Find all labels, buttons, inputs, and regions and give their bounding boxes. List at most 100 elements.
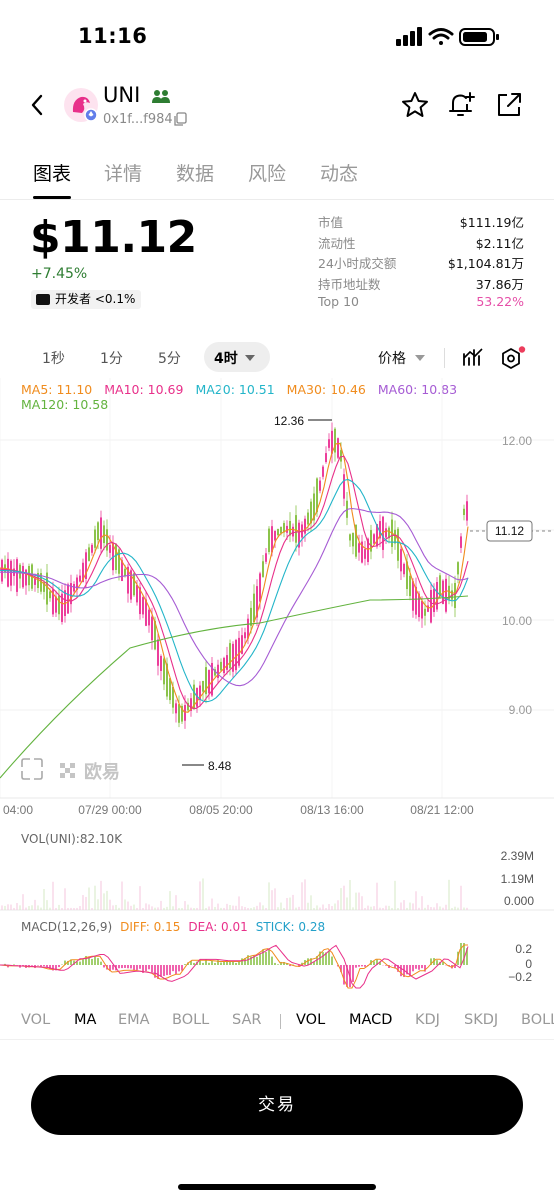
- stat-label: Top 10: [318, 294, 359, 309]
- candle-body: [217, 664, 219, 678]
- indicator-vol-sub[interactable]: VOL: [296, 1012, 326, 1028]
- macd-bar: [394, 965, 396, 969]
- volume-bar: [466, 907, 468, 910]
- macd-bar: [412, 965, 414, 972]
- volume-bar: [79, 906, 81, 910]
- indicator-ema[interactable]: EMA: [118, 1012, 150, 1028]
- candle-body: [178, 704, 180, 723]
- volume-bar: [100, 880, 102, 910]
- volume-bar: [37, 905, 39, 910]
- volume-bar: [319, 907, 321, 910]
- price-candles: [1, 422, 468, 729]
- volume-bar: [457, 907, 459, 910]
- x-tick-4: 08/21 12:00: [410, 803, 474, 817]
- macd-bar: [316, 956, 318, 965]
- star-icon[interactable]: [400, 90, 430, 120]
- macd-bar: [205, 959, 207, 965]
- candle-body: [340, 450, 342, 462]
- macd-bar: [280, 961, 282, 965]
- volume-bar: [415, 891, 417, 910]
- volume-bar: [349, 880, 351, 910]
- indicator-boll-sub[interactable]: BOLL: [521, 1012, 554, 1028]
- macd-bar: [277, 964, 279, 965]
- stat-row: Top 10 53.22%: [318, 294, 524, 315]
- indicator-ma[interactable]: MA: [74, 1012, 97, 1028]
- share-icon[interactable]: [494, 90, 524, 120]
- candle-body: [151, 616, 153, 641]
- volume-bar: [148, 904, 150, 910]
- volume-bar: [118, 907, 120, 910]
- add-price-alert-icon[interactable]: [446, 90, 476, 120]
- timeframe-1m[interactable]: 1分: [100, 351, 123, 367]
- volume-bar: [421, 896, 423, 910]
- volume-bar: [283, 907, 285, 910]
- settings-hex-icon[interactable]: [500, 346, 526, 372]
- volume-bar: [433, 907, 435, 910]
- y-tick-12: 12.00: [502, 434, 532, 448]
- macd-bar: [373, 961, 375, 965]
- candlestick-chart[interactable]: 12.00 10.00 9.00 11.12 12.36 8.48 欧易 04:…: [0, 378, 554, 1000]
- indicator-vol-main[interactable]: VOL: [21, 1012, 51, 1028]
- indicator-skdj[interactable]: SKDJ: [464, 1012, 499, 1028]
- timeframe-4h-selector[interactable]: [204, 342, 270, 372]
- volume-bar: [67, 907, 69, 910]
- volume-bar: [181, 907, 183, 910]
- stat-label: 24小时成交额: [318, 256, 397, 271]
- volume-bar: [76, 907, 78, 910]
- tab-risk[interactable]: 风险: [248, 163, 287, 185]
- indicator-sar[interactable]: SAR: [232, 1012, 262, 1028]
- indicator-boll[interactable]: BOLL: [172, 1012, 210, 1028]
- vol-tick-max: 2.39M: [501, 849, 534, 863]
- uni-token-logo: [64, 88, 98, 122]
- volume-bar: [427, 904, 429, 910]
- macd-bar: [352, 965, 354, 982]
- holders-icon[interactable]: [151, 88, 171, 104]
- candle-body: [403, 563, 405, 575]
- volume-bar: [439, 906, 441, 910]
- indicator-icon[interactable]: [462, 346, 484, 368]
- macd-bar: [208, 962, 210, 965]
- volume-bar: [244, 907, 246, 910]
- indicator-kdj[interactable]: KDJ: [415, 1012, 440, 1028]
- volume-bar: [232, 905, 234, 910]
- price-type-select[interactable]: 价格: [378, 351, 406, 367]
- macd-bar: [226, 960, 228, 965]
- macd-bar: [73, 960, 75, 965]
- candle-body: [439, 575, 441, 597]
- indicator-macd[interactable]: MACD: [349, 1012, 393, 1028]
- candle-body: [265, 553, 267, 562]
- volume-bar: [61, 907, 63, 910]
- candle-body: [175, 703, 177, 714]
- volume-bar: [184, 901, 186, 910]
- macd-bar: [145, 965, 147, 972]
- developer-holding-badge[interactable]: 开发者 <0.1%: [31, 290, 142, 309]
- candle-body: [328, 439, 330, 448]
- timeframe-4h[interactable]: 4时: [214, 351, 238, 367]
- candle-body: [289, 520, 291, 536]
- candle-body: [238, 637, 240, 666]
- timeframe-5m[interactable]: 5分: [158, 351, 181, 367]
- chevron-down-icon: [415, 355, 425, 361]
- fullscreen-icon[interactable]: [21, 758, 43, 780]
- tab-chart[interactable]: 图表: [33, 163, 72, 185]
- macd-bar: [253, 955, 255, 965]
- volume-bar: [193, 908, 195, 910]
- tab-details[interactable]: 详情: [104, 163, 143, 185]
- candle-body: [229, 643, 231, 668]
- volume-bar: [403, 900, 405, 910]
- volume-bar: [55, 907, 57, 910]
- volume-bar: [322, 904, 324, 910]
- volume-bar: [163, 907, 165, 910]
- macd-bar: [313, 961, 315, 965]
- tab-activity[interactable]: 动态: [320, 163, 359, 185]
- tab-data[interactable]: 数据: [176, 163, 215, 185]
- copy-icon[interactable]: [173, 112, 187, 126]
- trade-button[interactable]: 交易: [31, 1075, 523, 1135]
- macd-bar: [67, 960, 69, 965]
- candle-body: [130, 570, 132, 600]
- volume-bar: [211, 898, 213, 910]
- timeframe-1s[interactable]: 1秒: [42, 351, 65, 367]
- macd-bar: [364, 965, 366, 967]
- candle-body: [127, 566, 129, 594]
- back-arrow-icon[interactable]: [24, 90, 52, 120]
